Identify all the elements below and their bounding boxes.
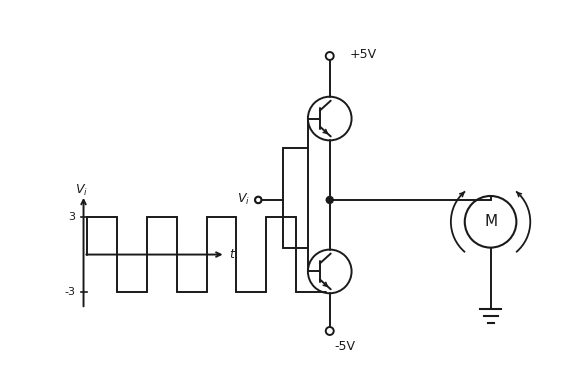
Text: $\mathit{V}_i$: $\mathit{V}_i$ <box>237 192 250 208</box>
Text: +5V: +5V <box>350 47 377 60</box>
Circle shape <box>326 196 333 203</box>
Text: $\mathit{t}$: $\mathit{t}$ <box>230 248 237 261</box>
Text: -3: -3 <box>65 287 76 297</box>
Text: 3: 3 <box>69 212 76 222</box>
Text: $\mathit{V}_i$: $\mathit{V}_i$ <box>75 183 88 198</box>
Text: M: M <box>484 214 497 229</box>
Circle shape <box>255 197 261 203</box>
Text: -5V: -5V <box>335 340 356 353</box>
